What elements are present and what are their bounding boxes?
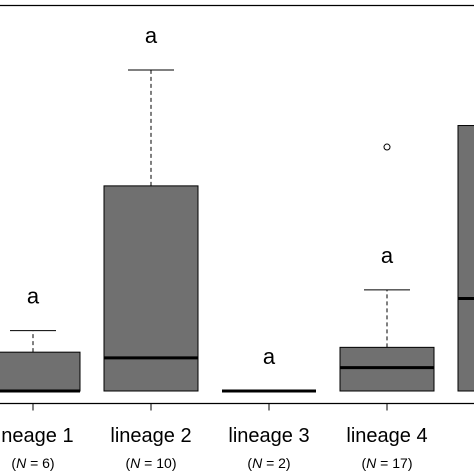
x-tick-label-3: lineage 3 [228, 425, 309, 447]
sample-size-label-2: (N = 10) [126, 455, 177, 471]
significance-letter-1: a [27, 284, 40, 309]
box-5 [457, 125, 474, 392]
sample-size-label-3: (N = 2) [247, 455, 290, 471]
sample-size-label-1: (N = 6) [11, 455, 54, 471]
box-2 [103, 185, 199, 392]
x-tick-label-4: lineage 4 [346, 425, 427, 447]
significance-letter-2: a [145, 23, 158, 48]
x-tick-label-1: lineage 1 [0, 425, 74, 447]
sample-size-label-4: (N = 17) [362, 455, 413, 471]
significance-letter-3: a [263, 344, 276, 369]
x-tick-label-2: lineage 2 [110, 425, 191, 447]
significance-letter-4: a [381, 243, 394, 268]
box-1 [0, 351, 81, 392]
chart-marks: a lineage 1 (N = 6) a lineage 2 (N = 10) a line… [0, 23, 474, 471]
outlier-4-1 [383, 143, 391, 151]
box-4 [339, 346, 435, 392]
